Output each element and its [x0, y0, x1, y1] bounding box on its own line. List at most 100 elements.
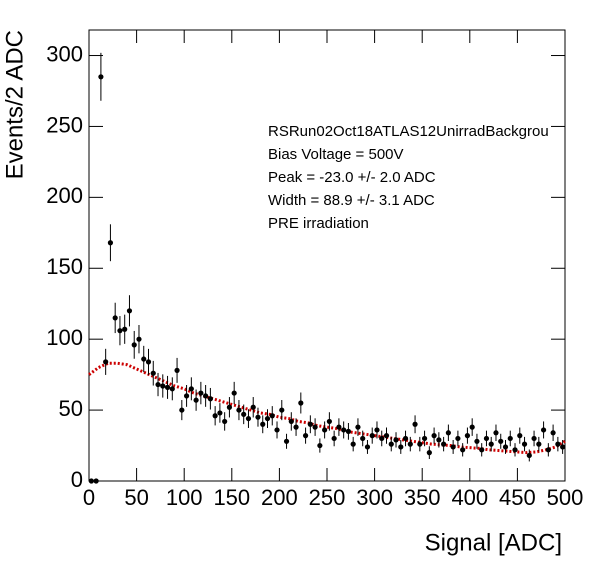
data-point	[88, 478, 94, 484]
data-point	[350, 441, 356, 447]
data-point	[407, 441, 413, 447]
x-tick-label: 150	[213, 485, 250, 510]
data-point	[393, 437, 399, 443]
data-point	[369, 433, 375, 439]
data-point	[479, 447, 485, 453]
data-point	[421, 435, 428, 442]
data-point	[98, 74, 104, 80]
data-point	[274, 427, 280, 433]
data-point	[450, 444, 456, 450]
data-point	[207, 396, 213, 402]
data-point	[93, 478, 99, 484]
y-tick-label: 200	[46, 183, 83, 208]
data-point	[212, 413, 218, 419]
data-point	[469, 424, 475, 430]
data-point	[183, 393, 190, 399]
data-point	[203, 393, 209, 399]
annotation: PRE irradiation	[268, 215, 369, 232]
data-point	[298, 400, 304, 406]
data-point	[431, 433, 437, 439]
data-point	[412, 421, 418, 427]
data-point	[226, 404, 233, 410]
data-point	[483, 435, 490, 442]
y-axis-label: Events/2 ADC	[1, 30, 28, 179]
data-point	[250, 404, 256, 410]
data-point	[493, 430, 499, 436]
data-point	[426, 450, 432, 456]
data-point	[193, 397, 199, 403]
data-point	[517, 433, 523, 439]
annotation: Peak = -23.0 +/- 2.0 ADC	[268, 169, 436, 186]
data-point	[326, 418, 332, 425]
x-tick-label: 0	[83, 485, 95, 510]
data-point	[355, 424, 361, 430]
data-point	[364, 444, 371, 450]
annotation: Bias Voltage = 500V	[268, 146, 404, 163]
data-point	[345, 428, 352, 434]
data-point	[550, 430, 556, 436]
data-point	[555, 441, 561, 447]
data-point	[264, 415, 271, 422]
data-point	[293, 424, 299, 430]
data-point	[531, 435, 537, 442]
data-point	[279, 407, 285, 413]
data-point	[222, 418, 228, 425]
data-point	[283, 438, 290, 444]
data-point	[417, 441, 423, 447]
y-tick-label: 150	[46, 254, 83, 279]
data-point	[488, 441, 494, 447]
data-point	[245, 415, 252, 422]
y-tick-label: 300	[46, 41, 83, 66]
data-point	[288, 418, 294, 425]
data-point	[241, 411, 247, 417]
data-point	[231, 390, 237, 396]
data-point	[398, 444, 404, 450]
data-point	[441, 441, 447, 447]
data-point	[269, 413, 275, 419]
data-point	[164, 384, 171, 390]
data-point	[388, 441, 394, 447]
data-point	[155, 381, 161, 388]
data-point	[455, 435, 461, 442]
data-point	[217, 410, 223, 416]
data-point	[336, 424, 342, 430]
data-point	[141, 356, 147, 362]
data-point	[131, 342, 137, 348]
y-tick-label: 0	[71, 467, 83, 492]
data-point	[540, 427, 547, 433]
data-point	[383, 433, 390, 439]
data-point	[302, 433, 309, 439]
data-point	[317, 442, 323, 449]
data-point	[236, 407, 242, 413]
data-point	[107, 240, 114, 246]
data-point	[188, 386, 194, 392]
data-point	[526, 452, 532, 459]
data-point	[160, 383, 166, 389]
data-point	[521, 441, 528, 447]
annotation: Width = 88.9 +/- 3.1 ADC	[268, 192, 435, 209]
data-point	[126, 308, 133, 314]
y-tick-label: 100	[46, 325, 83, 350]
x-tick-label: 200	[261, 485, 298, 510]
data-point	[507, 435, 513, 442]
x-tick-label: 300	[356, 485, 393, 510]
data-point	[145, 359, 152, 365]
x-tick-label: 50	[124, 485, 148, 510]
data-point	[498, 438, 504, 444]
data-point	[136, 336, 142, 342]
data-point	[545, 447, 551, 453]
data-point	[150, 370, 156, 376]
data-point	[179, 407, 185, 413]
data-point	[198, 390, 204, 396]
data-point	[260, 421, 266, 427]
y-tick-label: 250	[46, 112, 83, 137]
data-point	[464, 433, 471, 439]
data-point	[402, 435, 409, 442]
x-tick-label: 350	[404, 485, 441, 510]
data-point	[341, 427, 347, 433]
x-tick-label: 100	[166, 485, 203, 510]
x-tick-label: 500	[547, 485, 584, 510]
data-point	[117, 328, 123, 334]
